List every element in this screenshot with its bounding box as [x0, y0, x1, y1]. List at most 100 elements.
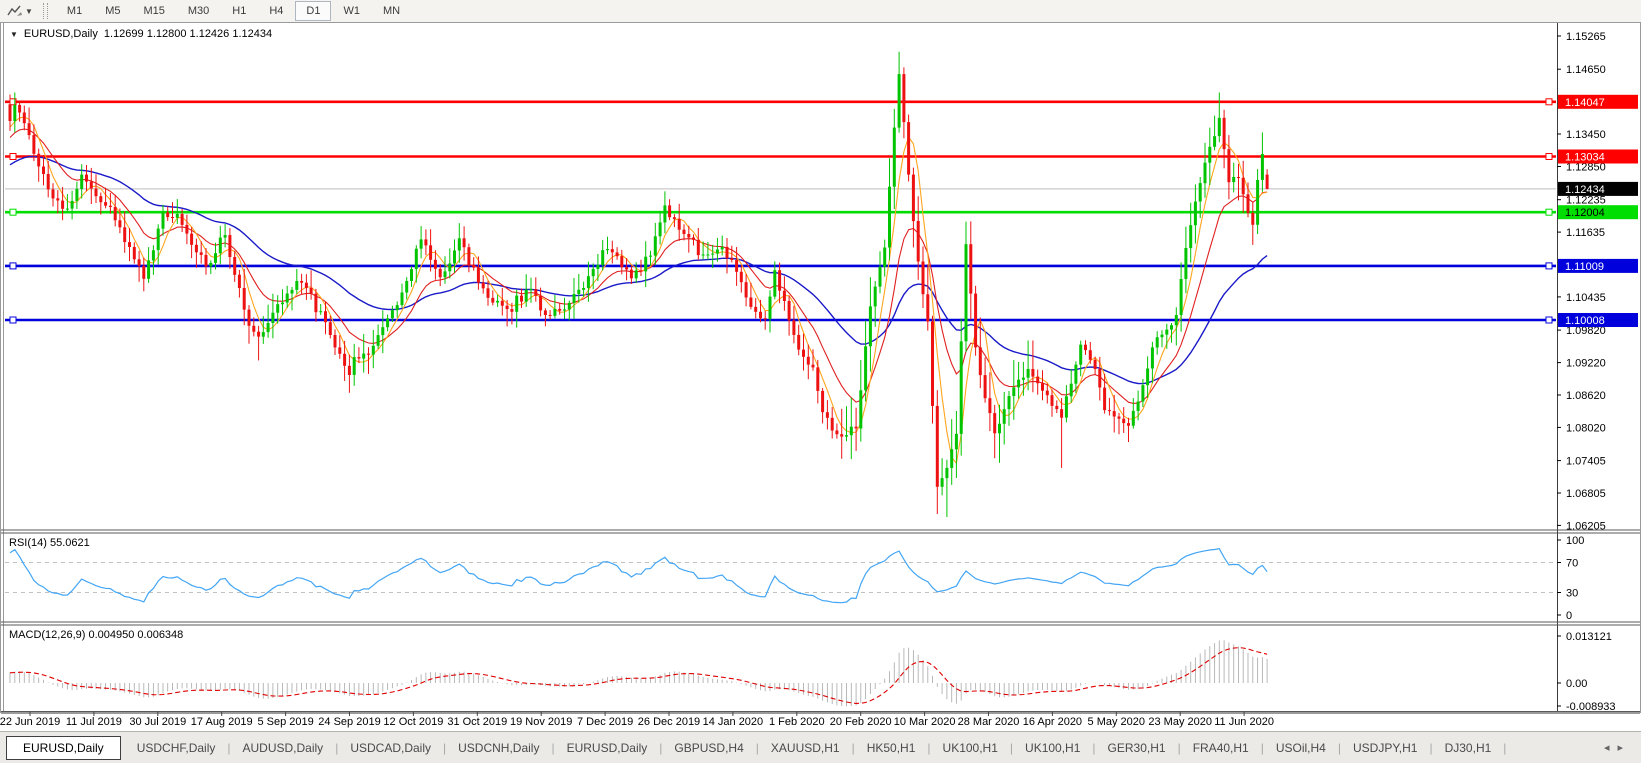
tab-separator: |: [1177, 740, 1181, 755]
timeframe-button-d1[interactable]: D1: [295, 1, 332, 21]
svg-text:1.13450: 1.13450: [1566, 129, 1606, 141]
svg-text:5 May 2020: 5 May 2020: [1088, 716, 1145, 728]
chart-tab-eurusd-daily[interactable]: EURUSD,Daily: [566, 740, 648, 755]
price-chart-canvas[interactable]: 1.15265 1.14650 1.13450 1.12850 1.12235 1.116…: [0, 22, 1641, 731]
chart-tab-uk100-h1[interactable]: UK100,H1: [942, 740, 998, 755]
svg-text:22 Jun 2019: 22 Jun 2019: [0, 716, 60, 728]
chart-tab-hk50-h1[interactable]: HK50,H1: [866, 740, 916, 755]
svg-text:-0.008933: -0.008933: [1566, 701, 1616, 713]
svg-text:70: 70: [1566, 558, 1578, 570]
rsi-panel: RSI(14) 55.0621 100 70 30 0: [5, 535, 1584, 622]
svg-text:100: 100: [1566, 535, 1584, 547]
date-axis: 22 Jun 2019 11 Jul 2019 30 Jul 2019 17 Aug …: [0, 712, 1274, 728]
price-axis: 1.15265 1.14650 1.13450 1.12850 1.12235 1.116…: [1557, 31, 1638, 532]
tab-separator: |: [227, 740, 231, 755]
svg-text:1.07405: 1.07405: [1566, 456, 1606, 468]
svg-text:5 Sep 2019: 5 Sep 2019: [257, 716, 313, 728]
timeframe-toolbar: ▼ M1 M5 M15 M30 H1 H4 D1 W1 MN: [0, 0, 1641, 23]
svg-text:0.00: 0.00: [1566, 678, 1587, 690]
svg-text:1.15265: 1.15265: [1566, 31, 1606, 43]
chart-title: ▼ EURUSD,Daily 1.12699 1.12800 1.12426 1…: [10, 28, 272, 40]
svg-text:24 Sep 2019: 24 Sep 2019: [318, 716, 380, 728]
svg-text:1.12850: 1.12850: [1566, 162, 1606, 174]
timeframe-button-m5[interactable]: M5: [105, 5, 121, 17]
svg-text:0: 0: [1566, 610, 1572, 622]
chart-tab-usdchf-daily[interactable]: USDCHF,Daily: [136, 740, 216, 755]
svg-text:30: 30: [1566, 588, 1578, 600]
chart-area: ▼ EURUSD,Daily 1.12699 1.12800 1.12426 1…: [0, 22, 1641, 731]
chevron-down-icon: ▼: [10, 29, 18, 39]
svg-text:23 May 2020: 23 May 2020: [1148, 716, 1212, 728]
svg-text:30 Jul 2019: 30 Jul 2019: [129, 716, 186, 728]
svg-text:17 Aug 2019: 17 Aug 2019: [191, 716, 253, 728]
svg-text:MACD(12,26,9) 0.004950 0.00634: MACD(12,26,9) 0.004950 0.006348: [9, 629, 183, 641]
svg-text:1.12004: 1.12004: [1565, 207, 1605, 219]
tab-separator: |: [659, 740, 663, 755]
timeframe-button-mn[interactable]: MN: [382, 5, 401, 17]
svg-text:1.12235: 1.12235: [1566, 195, 1606, 207]
chart-tab-usdjpy-h1[interactable]: USDJPY,H1: [1352, 740, 1418, 755]
tab-separator: |: [1009, 740, 1014, 755]
svg-text:16 Apr 2020: 16 Apr 2020: [1023, 716, 1082, 728]
svg-text:1.08620: 1.08620: [1566, 390, 1606, 402]
timeframe-button-m30[interactable]: M30: [187, 5, 210, 17]
chart-ohlc-values: 1.12699 1.12800 1.12426 1.12434: [103, 28, 273, 40]
tab-separator: |: [551, 740, 555, 755]
timeframe-button-m15[interactable]: M15: [143, 5, 165, 17]
chart-tab-uk100-h1[interactable]: UK100,H1: [1025, 740, 1081, 755]
svg-text:RSI(14) 55.0621: RSI(14) 55.0621: [9, 537, 90, 549]
svg-text:14 Jan 2020: 14 Jan 2020: [703, 716, 764, 728]
timeframe-button-m1[interactable]: M1: [66, 5, 83, 17]
tab-separator: |: [1092, 740, 1096, 755]
svg-text:11 Jun 2020: 11 Jun 2020: [1214, 716, 1274, 728]
svg-text:1.12434: 1.12434: [1565, 184, 1605, 196]
tab-scroll-left-icon[interactable]: ◂: [1603, 742, 1618, 754]
svg-text:1.13034: 1.13034: [1565, 152, 1605, 164]
tab-separator: |: [335, 740, 339, 755]
chart-tab-gbpusd-h4[interactable]: GBPUSD,H4: [674, 740, 744, 755]
svg-text:12 Oct 2019: 12 Oct 2019: [383, 716, 443, 728]
symbol-tab-bar: EURUSD,Daily USDCHF,Daily | AUDUSD,Daily | US…: [0, 731, 1641, 763]
chart-symbol-label: EURUSD,Daily: [23, 28, 98, 40]
tab-scroll-right-icon[interactable]: ▸: [1617, 742, 1631, 754]
tab-separator: |: [1337, 740, 1341, 755]
svg-text:10 Mar 2020: 10 Mar 2020: [894, 716, 956, 728]
svg-text:1.11635: 1.11635: [1566, 227, 1605, 239]
svg-text:19 Nov 2019: 19 Nov 2019: [510, 716, 572, 728]
toolbar-grip: [42, 3, 48, 19]
tab-separator: |: [1503, 740, 1507, 755]
tab-separator: |: [851, 740, 855, 755]
chart-tab-usdcad-daily[interactable]: USDCAD,Daily: [350, 740, 431, 755]
horizontal-line-1.11009[interactable]: [5, 262, 1556, 270]
chart-tab-dj30-h1[interactable]: DJ30,H1: [1444, 740, 1492, 755]
svg-text:0.013121: 0.013121: [1566, 631, 1612, 643]
svg-text:1.14650: 1.14650: [1566, 64, 1606, 76]
horizontal-line-1.14047[interactable]: [5, 98, 1556, 106]
tab-separator: |: [927, 740, 931, 755]
svg-text:31 Oct 2019: 31 Oct 2019: [447, 716, 507, 728]
timeframe-button-h4[interactable]: H4: [269, 5, 284, 17]
timeframe-button-h1[interactable]: H1: [232, 5, 247, 17]
svg-text:1.11009: 1.11009: [1565, 261, 1604, 273]
indicator-tool-button[interactable]: ▼: [3, 3, 37, 19]
tab-separator: |: [443, 740, 447, 755]
svg-text:1.14047: 1.14047: [1565, 97, 1605, 109]
chart-tab-eurusd-daily[interactable]: EURUSD,Daily: [6, 735, 121, 760]
chart-tab-fra40-h1[interactable]: FRA40,H1: [1192, 740, 1249, 755]
svg-text:1.09820: 1.09820: [1566, 325, 1606, 337]
svg-text:1.10435: 1.10435: [1566, 292, 1606, 304]
chart-tab-audusd-daily[interactable]: AUDUSD,Daily: [242, 740, 324, 755]
svg-text:1.06205: 1.06205: [1566, 520, 1606, 532]
tab-separator: |: [1429, 740, 1433, 755]
chart-tab-ger30-h1[interactable]: GER30,H1: [1107, 740, 1166, 755]
macd-panel: MACD(12,26,9) 0.004950 0.006348 0.013121 0…: [9, 629, 1616, 713]
horizontal-line-1.13034[interactable]: [5, 153, 1556, 160]
tab-scroll-arrows[interactable]: ◂▸: [1604, 741, 1631, 754]
svg-text:26 Dec 2019: 26 Dec 2019: [638, 716, 700, 728]
chart-tab-usoil-h4[interactable]: USOil,H4: [1275, 740, 1326, 755]
chart-tab-xauusd-h1[interactable]: XAUUSD,H1: [770, 740, 840, 755]
horizontal-line-1.12004[interactable]: [5, 208, 1556, 216]
timeframe-button-w1[interactable]: W1: [343, 5, 360, 17]
chart-tab-usdcnh-daily[interactable]: USDCNH,Daily: [458, 740, 540, 755]
